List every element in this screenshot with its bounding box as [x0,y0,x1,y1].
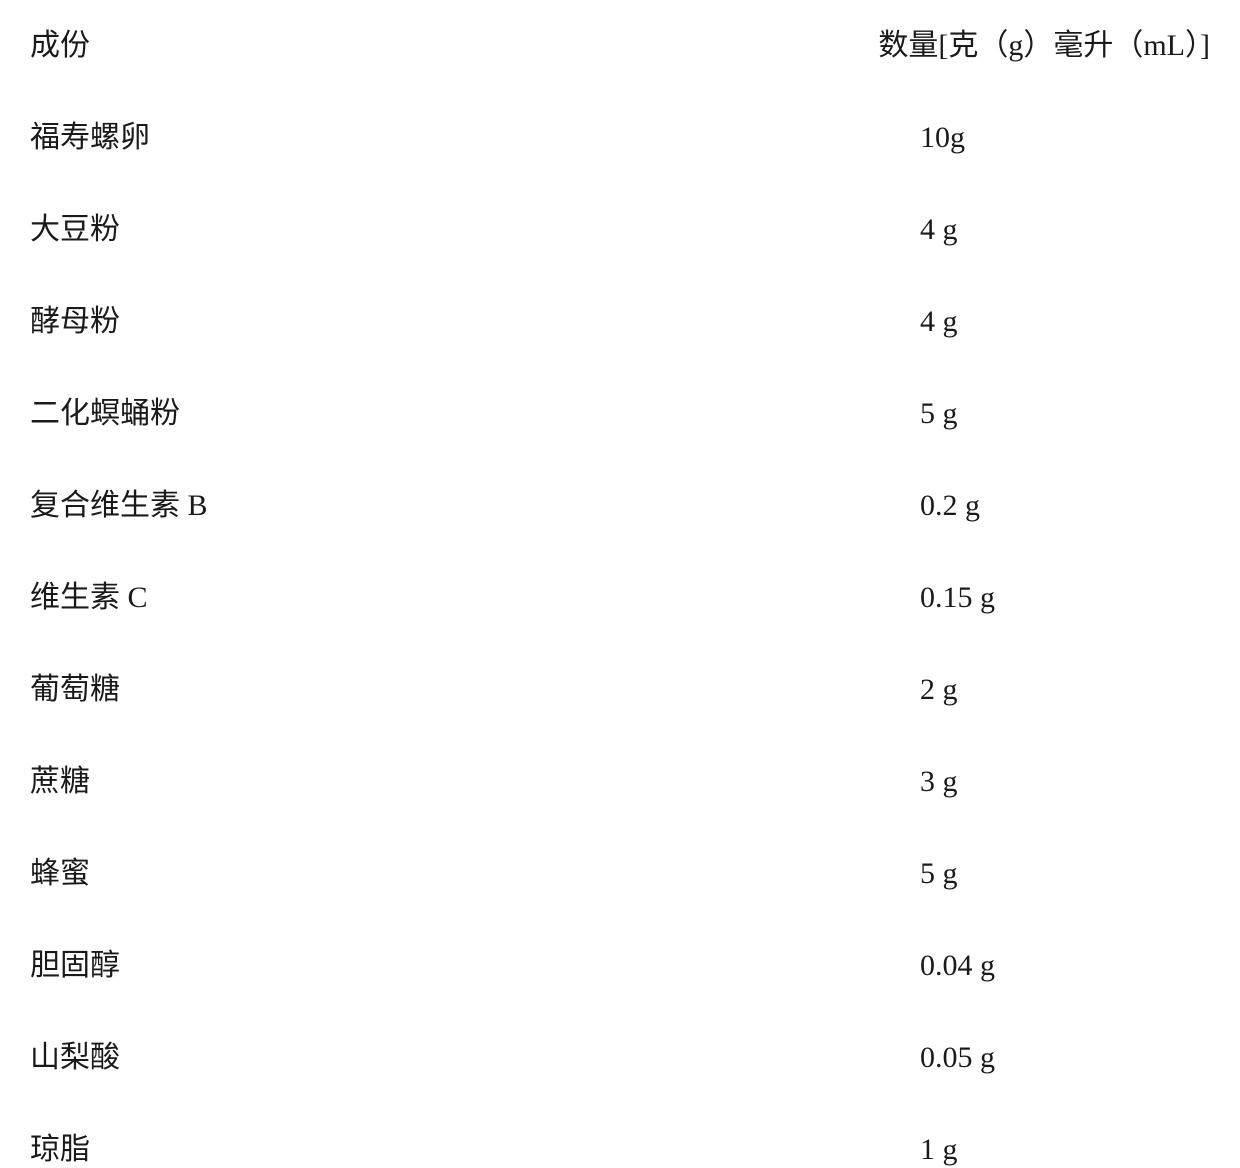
ingredient-amount: 10g [790,121,1210,155]
ingredient-amount: 4 g [790,213,1210,247]
ingredient-amount: 0.2 g [790,489,1210,523]
table-row: 酵母粉 4 g [30,296,1210,340]
ingredient-amount: 0.15 g [790,581,1210,615]
ingredient-amount: 5 g [790,857,1210,891]
ingredient-name: 大豆粉 [30,204,120,248]
table-row: 复合维生素 B 0.2 g [30,480,1210,524]
ingredient-name: 酵母粉 [30,296,120,340]
ingredient-name: 复合维生素 B [30,480,208,524]
ingredient-amount: 3 g [790,765,1210,799]
ingredient-name: 蔗糖 [30,756,90,800]
table-row: 大豆粉 4 g [30,204,1210,248]
table-header-row: 成份 数量[克（g）毫升（mL）] [30,20,1210,64]
ingredient-name: 山梨酸 [30,1032,120,1076]
ingredient-name: 福寿螺卵 [30,112,150,156]
ingredient-name: 二化螟蛹粉 [30,388,180,432]
table-row: 琼脂 1 g [30,1124,1210,1168]
table-row: 山梨酸 0.05 g [30,1032,1210,1076]
ingredient-table: 成份 数量[克（g）毫升（mL）] 福寿螺卵 10g 大豆粉 4 g 酵母粉 4… [30,20,1210,1168]
header-ingredient-label: 成份 [30,20,90,64]
table-row: 福寿螺卵 10g [30,112,1210,156]
ingredient-amount: 5 g [790,397,1210,431]
ingredient-amount: 0.04 g [790,949,1210,983]
header-amount-label: 数量[克（g）毫升（mL）] [878,20,1210,64]
ingredient-name: 葡萄糖 [30,664,120,708]
table-row: 蜂蜜 5 g [30,848,1210,892]
table-row: 蔗糖 3 g [30,756,1210,800]
ingredient-amount: 1 g [790,1133,1210,1167]
ingredient-name: 琼脂 [30,1124,90,1168]
table-row: 二化螟蛹粉 5 g [30,388,1210,432]
ingredient-amount: 2 g [790,673,1210,707]
table-row: 胆固醇 0.04 g [30,940,1210,984]
ingredient-name: 蜂蜜 [30,848,90,892]
table-row: 维生素 C 0.15 g [30,572,1210,616]
ingredient-amount: 0.05 g [790,1041,1210,1075]
table-row: 葡萄糖 2 g [30,664,1210,708]
ingredient-amount: 4 g [790,305,1210,339]
ingredient-name: 维生素 C [30,572,148,616]
ingredient-name: 胆固醇 [30,940,120,984]
